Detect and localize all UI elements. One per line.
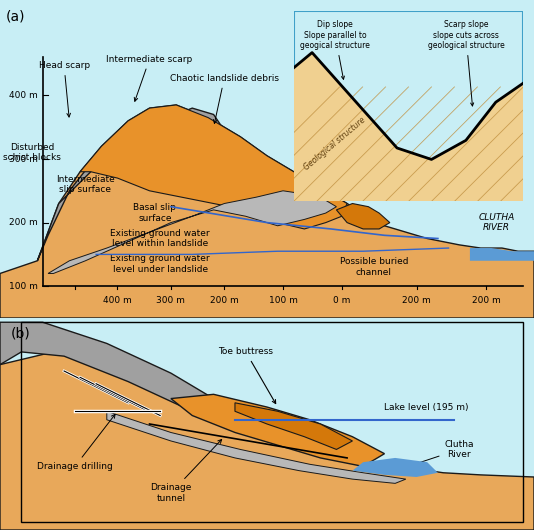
Text: New State
Highway 8: New State Highway 8 [296,149,344,169]
Text: 300 m: 300 m [9,155,37,163]
Polygon shape [235,403,352,449]
Polygon shape [0,352,534,530]
Text: Existing ground water
level within landslide: Existing ground water level within lands… [111,229,210,248]
Text: Dip slope
Slope parallel to
geogical structure: Dip slope Slope parallel to geogical str… [300,20,370,80]
Text: 0 m: 0 m [333,296,350,305]
Text: 200 m: 200 m [210,296,239,305]
Polygon shape [37,108,224,261]
Text: 200 m: 200 m [472,296,500,305]
Polygon shape [107,411,406,483]
Polygon shape [470,248,534,261]
Polygon shape [336,204,390,229]
Text: Intermediate
slip surface: Intermediate slip surface [56,175,115,194]
Text: (b): (b) [11,326,30,340]
Polygon shape [0,105,534,318]
Text: 400 m: 400 m [103,296,132,305]
Text: (a): (a) [5,10,25,23]
Text: Existing ground water
level under landslide: Existing ground water level under landsl… [111,254,210,273]
Text: 100 m: 100 m [269,296,297,305]
Polygon shape [171,394,384,466]
Text: Basal slip
surface: Basal slip surface [134,204,176,223]
Text: 400 m: 400 m [9,91,37,100]
Polygon shape [80,105,347,229]
Polygon shape [294,11,523,201]
Text: 100 m: 100 m [9,282,37,290]
Text: Fill: Fill [362,180,375,189]
Text: Chaotic landslide debris: Chaotic landslide debris [170,74,279,123]
Text: Drainage
tunnel: Drainage tunnel [150,439,222,503]
Text: Clutha
River: Clutha River [399,440,474,470]
Polygon shape [0,318,534,530]
Text: Scarp slope
slope cuts across
geological structure: Scarp slope slope cuts across geological… [428,20,504,106]
Text: 200 m: 200 m [9,218,37,227]
Text: Lake level (195 m): Lake level (195 m) [384,403,469,411]
Text: Possible buried
channel: Possible buried channel [340,258,408,277]
Text: Toe buttress: Toe buttress [218,347,276,403]
Text: Former State
Highway 8: Former State Highway 8 [387,162,446,181]
Text: Head scarp: Head scarp [38,61,90,117]
Polygon shape [0,0,534,318]
Text: 300 m: 300 m [156,296,185,305]
Text: 200 m: 200 m [402,296,431,305]
Polygon shape [48,191,336,273]
Polygon shape [294,52,523,201]
Polygon shape [352,458,438,477]
Text: Intermediate scarp: Intermediate scarp [106,55,193,101]
Text: Drainage drilling: Drainage drilling [37,414,115,471]
Polygon shape [0,322,214,411]
Text: CLUTHA
RIVER: CLUTHA RIVER [478,213,515,232]
Text: Geological structure: Geological structure [302,116,367,172]
Text: Disturbed
schist blocks: Disturbed schist blocks [3,143,61,162]
